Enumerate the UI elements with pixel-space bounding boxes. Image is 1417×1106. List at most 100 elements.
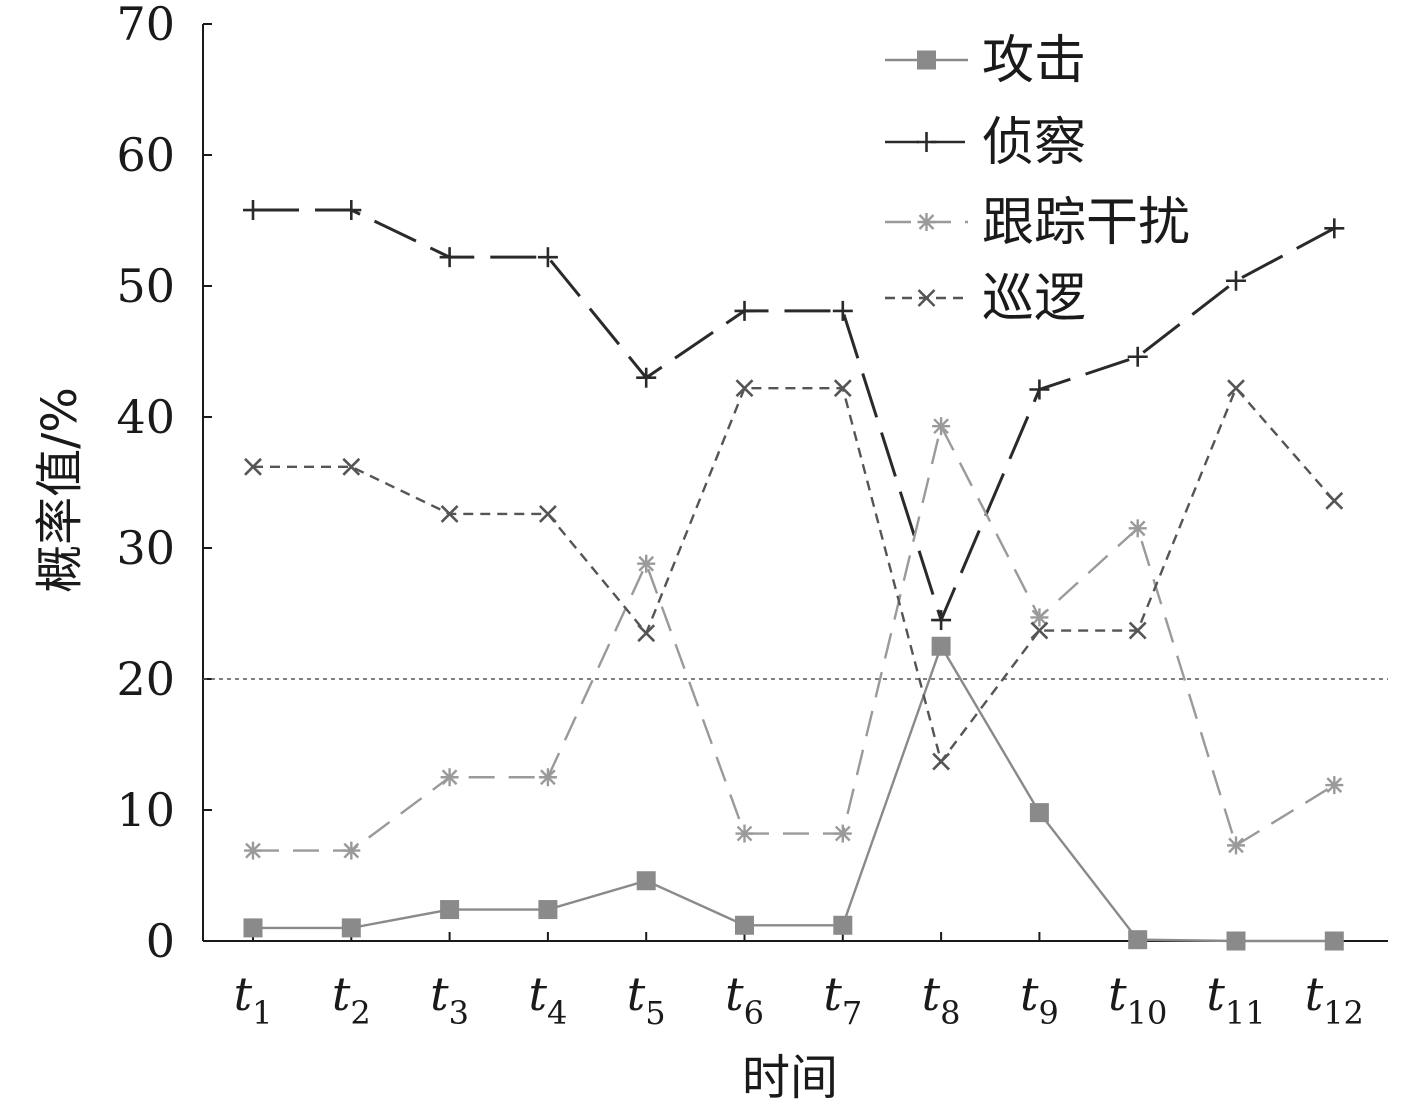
data-point-marker — [735, 824, 754, 843]
y-tick-labels: 0 10 20 30 40 50 60 70 — [116, 0, 175, 968]
data-point-marker — [1127, 346, 1148, 367]
series-line — [253, 422, 1335, 852]
x-marker-b — [342, 457, 361, 476]
data-point-marker — [1128, 930, 1148, 950]
x-tick-label: t10 — [1108, 967, 1167, 1032]
legend-item: 巡逻 — [885, 269, 1086, 329]
series-跟踪干扰 — [244, 417, 1344, 860]
data-point-marker — [1226, 270, 1246, 291]
asterisk-marker-b — [638, 555, 655, 572]
data-point-marker — [1030, 608, 1049, 627]
data-point-marker — [1325, 491, 1344, 510]
asterisk-marker-b — [1228, 837, 1244, 854]
data-point-marker — [538, 768, 557, 787]
asterisk-marker-b — [933, 418, 949, 435]
series-line — [253, 385, 1336, 765]
asterisk-marker-b — [736, 825, 753, 842]
y-tick-label: 0 — [146, 914, 175, 968]
data-point-marker — [637, 554, 656, 573]
x-tick-label: t9 — [1020, 967, 1059, 1032]
legend-label: 巡逻 — [982, 269, 1086, 329]
data-point-marker — [932, 752, 951, 771]
asterisk-marker-b — [540, 769, 556, 786]
series-line — [253, 208, 1336, 625]
x-tick-label: t3 — [430, 967, 469, 1032]
x-marker-b — [932, 752, 951, 771]
axes — [202, 23, 1388, 942]
asterisk-marker-b — [1129, 520, 1146, 537]
x-marker-b — [1030, 621, 1049, 640]
square-marker — [341, 918, 361, 938]
asterisk-marker-b — [343, 842, 360, 859]
square-marker — [636, 871, 656, 891]
y-tick-label: 50 — [116, 259, 175, 313]
data-point-marker — [440, 768, 459, 787]
data-point-marker — [537, 247, 558, 268]
data-point-marker — [637, 624, 656, 643]
data-point-marker — [735, 915, 754, 935]
data-point-marker — [1128, 621, 1147, 640]
legend-label: 侦察 — [982, 113, 1086, 173]
x-marker-b — [917, 289, 936, 307]
x-tick-label: t8 — [922, 967, 961, 1032]
x-tick-label: t11 — [1206, 967, 1265, 1032]
data-point-marker — [917, 50, 936, 70]
legend-label: 跟踪干扰 — [982, 193, 1190, 253]
data-point-marker — [1227, 836, 1245, 855]
series-侦察 — [243, 200, 1345, 631]
series-group — [243, 200, 1345, 951]
square-marker — [1226, 931, 1246, 951]
square-marker — [1324, 931, 1344, 951]
x-tick-label: t6 — [725, 967, 764, 1032]
data-point-marker — [342, 841, 361, 860]
data-point-marker — [342, 457, 361, 476]
data-point-marker — [917, 213, 936, 231]
data-point-marker — [440, 900, 460, 920]
x-marker-b — [1227, 379, 1245, 398]
data-point-marker — [1128, 519, 1147, 538]
data-point-marker — [917, 289, 936, 307]
data-point-marker — [916, 132, 937, 152]
data-point-marker — [931, 636, 951, 656]
data-point-marker — [932, 417, 951, 436]
asterisk-marker-b — [441, 769, 458, 786]
y-tick-label: 20 — [116, 652, 175, 706]
data-point-marker — [440, 505, 459, 523]
x-marker-b — [1325, 491, 1344, 510]
x-tick-label: t2 — [332, 967, 371, 1032]
x-marker-b — [538, 505, 557, 523]
legend-item: 跟踪干扰 — [885, 193, 1190, 253]
x-marker-b — [833, 379, 852, 398]
square-marker — [243, 918, 263, 938]
data-point-marker — [734, 300, 755, 321]
asterisk-marker-b — [245, 842, 261, 859]
data-point-marker — [1029, 379, 1050, 400]
x-tick-label: t12 — [1305, 967, 1364, 1032]
square-marker — [833, 915, 853, 935]
data-point-marker — [538, 505, 557, 523]
y-tick-label: 70 — [116, 0, 175, 51]
data-point-marker — [636, 367, 657, 388]
x-tick-label: t1 — [234, 967, 273, 1032]
asterisk-marker-b — [1031, 609, 1048, 626]
square-marker — [440, 900, 460, 920]
data-point-marker — [439, 247, 460, 268]
legend-label: 攻击 — [982, 31, 1086, 91]
data-point-marker — [244, 841, 262, 860]
asterisk-marker-b — [1326, 777, 1343, 793]
x-marker-b — [735, 379, 754, 398]
y-tick-label: 10 — [116, 783, 175, 837]
data-point-marker — [1029, 803, 1049, 823]
square-marker — [917, 50, 936, 70]
data-point-marker — [735, 379, 754, 398]
data-point-marker — [931, 610, 952, 631]
data-point-marker — [833, 379, 852, 398]
x-tick-label: t4 — [528, 967, 567, 1032]
square-marker — [538, 900, 558, 920]
x-tick-labels: t1 t2 t3 t4 t5 t6 t7 t8 t9 t10 t11 t12 — [234, 967, 1364, 1032]
data-point-marker — [833, 915, 853, 935]
data-point-marker — [538, 900, 558, 920]
data-point-marker — [1324, 931, 1344, 951]
legend-item: 攻击 — [885, 31, 1086, 91]
